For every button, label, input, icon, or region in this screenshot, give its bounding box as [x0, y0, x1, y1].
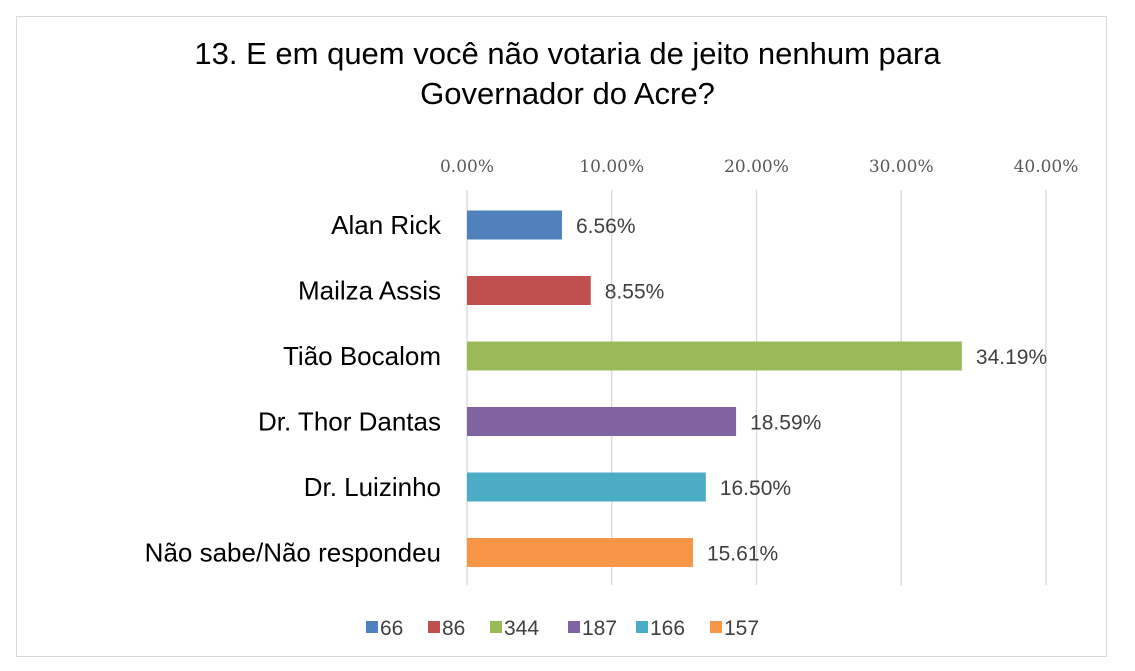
legend-swatch	[366, 621, 378, 633]
chart-title: 13. E em quem você não votaria de jeito …	[0, 34, 1135, 114]
data-label: 16.50%	[720, 477, 791, 500]
legend-label: 66	[380, 617, 403, 640]
bar	[467, 472, 706, 502]
data-label: 15.61%	[707, 543, 778, 566]
bar	[467, 276, 591, 305]
legend-swatch	[710, 621, 722, 633]
bar	[467, 341, 962, 371]
x-tick-label: 40.00%	[1014, 157, 1079, 177]
legend-swatch	[636, 621, 648, 633]
chart-title-line-1: 13. E em quem você não votaria de jeito …	[194, 36, 941, 71]
data-label: 34.19%	[976, 346, 1047, 369]
data-label: 6.56%	[576, 215, 636, 238]
bar	[467, 538, 693, 567]
legend-swatch	[490, 621, 502, 633]
legend-swatch	[428, 621, 440, 633]
category-label: Dr. Thor Dantas	[258, 407, 441, 437]
legend-label: 187	[582, 617, 617, 640]
legend-label: 86	[442, 617, 465, 640]
legend-label: 157	[724, 617, 759, 640]
data-label: 8.55%	[605, 281, 665, 304]
category-label: Não sabe/Não respondeu	[145, 538, 441, 568]
legend-label: 166	[650, 617, 685, 640]
legend-label: 344	[504, 617, 539, 640]
legend-swatch	[568, 621, 580, 633]
category-label: Dr. Luizinho	[304, 472, 441, 502]
category-label: Alan Rick	[331, 210, 442, 240]
x-tick-label: 0.00%	[440, 157, 494, 177]
x-tick-label: 30.00%	[869, 157, 934, 177]
bar	[467, 407, 737, 436]
x-tick-label: 20.00%	[724, 157, 789, 177]
bar	[467, 210, 562, 240]
chart-title-line-2: Governador do Acre?	[420, 76, 715, 111]
category-label: Mailza Assis	[298, 276, 441, 306]
data-label: 18.59%	[750, 412, 821, 435]
x-tick-label: 10.00%	[579, 157, 644, 177]
category-label: Tião Bocalom	[283, 341, 441, 371]
